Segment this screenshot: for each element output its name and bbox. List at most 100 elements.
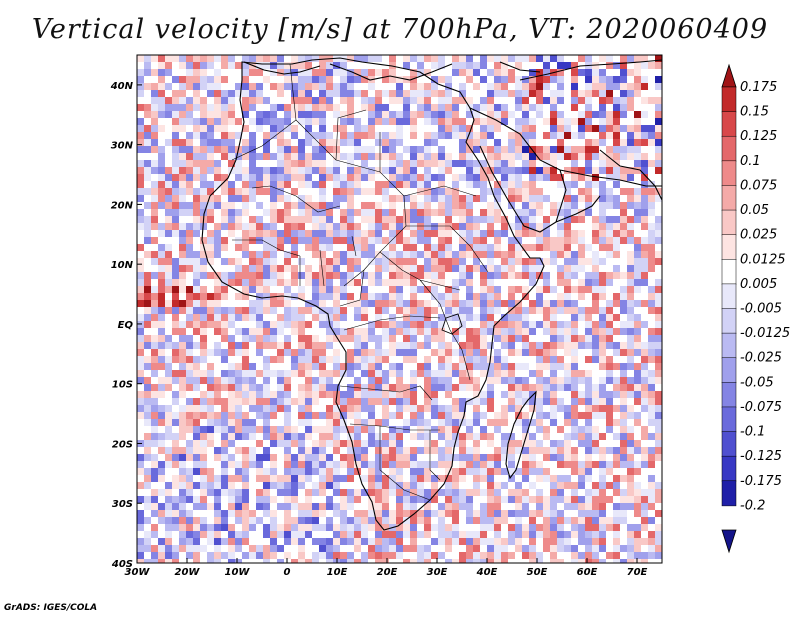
field-cell [326, 174, 333, 181]
field-cell [242, 405, 249, 412]
field-cell [312, 69, 319, 76]
field-cell [403, 188, 410, 195]
field-cell [599, 440, 606, 447]
field-cell [459, 174, 466, 181]
field-cell [249, 76, 256, 83]
field-cell [571, 258, 578, 265]
field-cell [305, 111, 312, 118]
field-cell [270, 356, 277, 363]
field-cell [417, 286, 424, 293]
field-cell [613, 496, 620, 503]
field-cell [340, 181, 347, 188]
field-cell [655, 111, 662, 118]
field-cell [389, 104, 396, 111]
field-cell [634, 195, 641, 202]
field-cell [326, 244, 333, 251]
field-cell [564, 76, 571, 83]
field-cell [501, 146, 508, 153]
field-cell [564, 307, 571, 314]
field-cell [529, 405, 536, 412]
field-cell [361, 97, 368, 104]
field-cell [543, 307, 550, 314]
field-cell [172, 377, 179, 384]
field-cell [375, 496, 382, 503]
field-cell [578, 384, 585, 391]
field-cell [263, 209, 270, 216]
field-cell [235, 55, 242, 62]
field-cell [501, 195, 508, 202]
field-cell [158, 209, 165, 216]
field-cell [228, 475, 235, 482]
field-cell [396, 377, 403, 384]
field-cell [564, 279, 571, 286]
field-cell [473, 447, 480, 454]
field-cell [641, 454, 648, 461]
field-cell [585, 384, 592, 391]
field-cell [438, 188, 445, 195]
field-cell [529, 384, 536, 391]
field-cell [424, 300, 431, 307]
field-cell [382, 517, 389, 524]
field-cell [480, 377, 487, 384]
field-cell [291, 398, 298, 405]
field-cell [382, 195, 389, 202]
field-cell [501, 468, 508, 475]
field-cell [634, 153, 641, 160]
field-cell [452, 433, 459, 440]
field-cell [585, 160, 592, 167]
field-cell [403, 90, 410, 97]
field-cell [634, 111, 641, 118]
field-cell [319, 426, 326, 433]
field-cell [179, 195, 186, 202]
field-cell [473, 181, 480, 188]
field-cell [270, 251, 277, 258]
field-cell [326, 209, 333, 216]
field-cell [445, 111, 452, 118]
field-cell [550, 314, 557, 321]
field-cell [179, 272, 186, 279]
field-cell [291, 293, 298, 300]
field-cell [557, 440, 564, 447]
field-cell [599, 433, 606, 440]
field-cell [319, 153, 326, 160]
field-cell [578, 342, 585, 349]
field-cell [151, 167, 158, 174]
field-cell [165, 230, 172, 237]
field-cell [403, 62, 410, 69]
field-cell [410, 349, 417, 356]
field-cell [158, 454, 165, 461]
field-cell [396, 286, 403, 293]
field-cell [354, 174, 361, 181]
field-cell [480, 503, 487, 510]
field-cell [473, 202, 480, 209]
field-cell [522, 188, 529, 195]
field-cell [151, 132, 158, 139]
field-cell [599, 419, 606, 426]
field-cell [536, 258, 543, 265]
field-cell [599, 293, 606, 300]
field-cell [571, 202, 578, 209]
field-cell [200, 356, 207, 363]
field-cell [277, 300, 284, 307]
field-cell [263, 482, 270, 489]
field-cell [550, 167, 557, 174]
field-cell [648, 328, 655, 335]
field-cell [578, 293, 585, 300]
field-cell [228, 370, 235, 377]
field-cell [445, 146, 452, 153]
field-cell [319, 202, 326, 209]
field-cell [144, 363, 151, 370]
map-title: Vertical velocity [m/s] at 700hPa, VT: 2… [31, 14, 769, 45]
field-cell [522, 237, 529, 244]
field-cell [165, 433, 172, 440]
field-cell [172, 167, 179, 174]
field-cell [319, 433, 326, 440]
field-cell [291, 342, 298, 349]
field-cell [158, 335, 165, 342]
field-cell [249, 279, 256, 286]
field-cell [543, 356, 550, 363]
field-cell [382, 356, 389, 363]
field-cell [473, 293, 480, 300]
field-cell [599, 370, 606, 377]
field-cell [564, 167, 571, 174]
